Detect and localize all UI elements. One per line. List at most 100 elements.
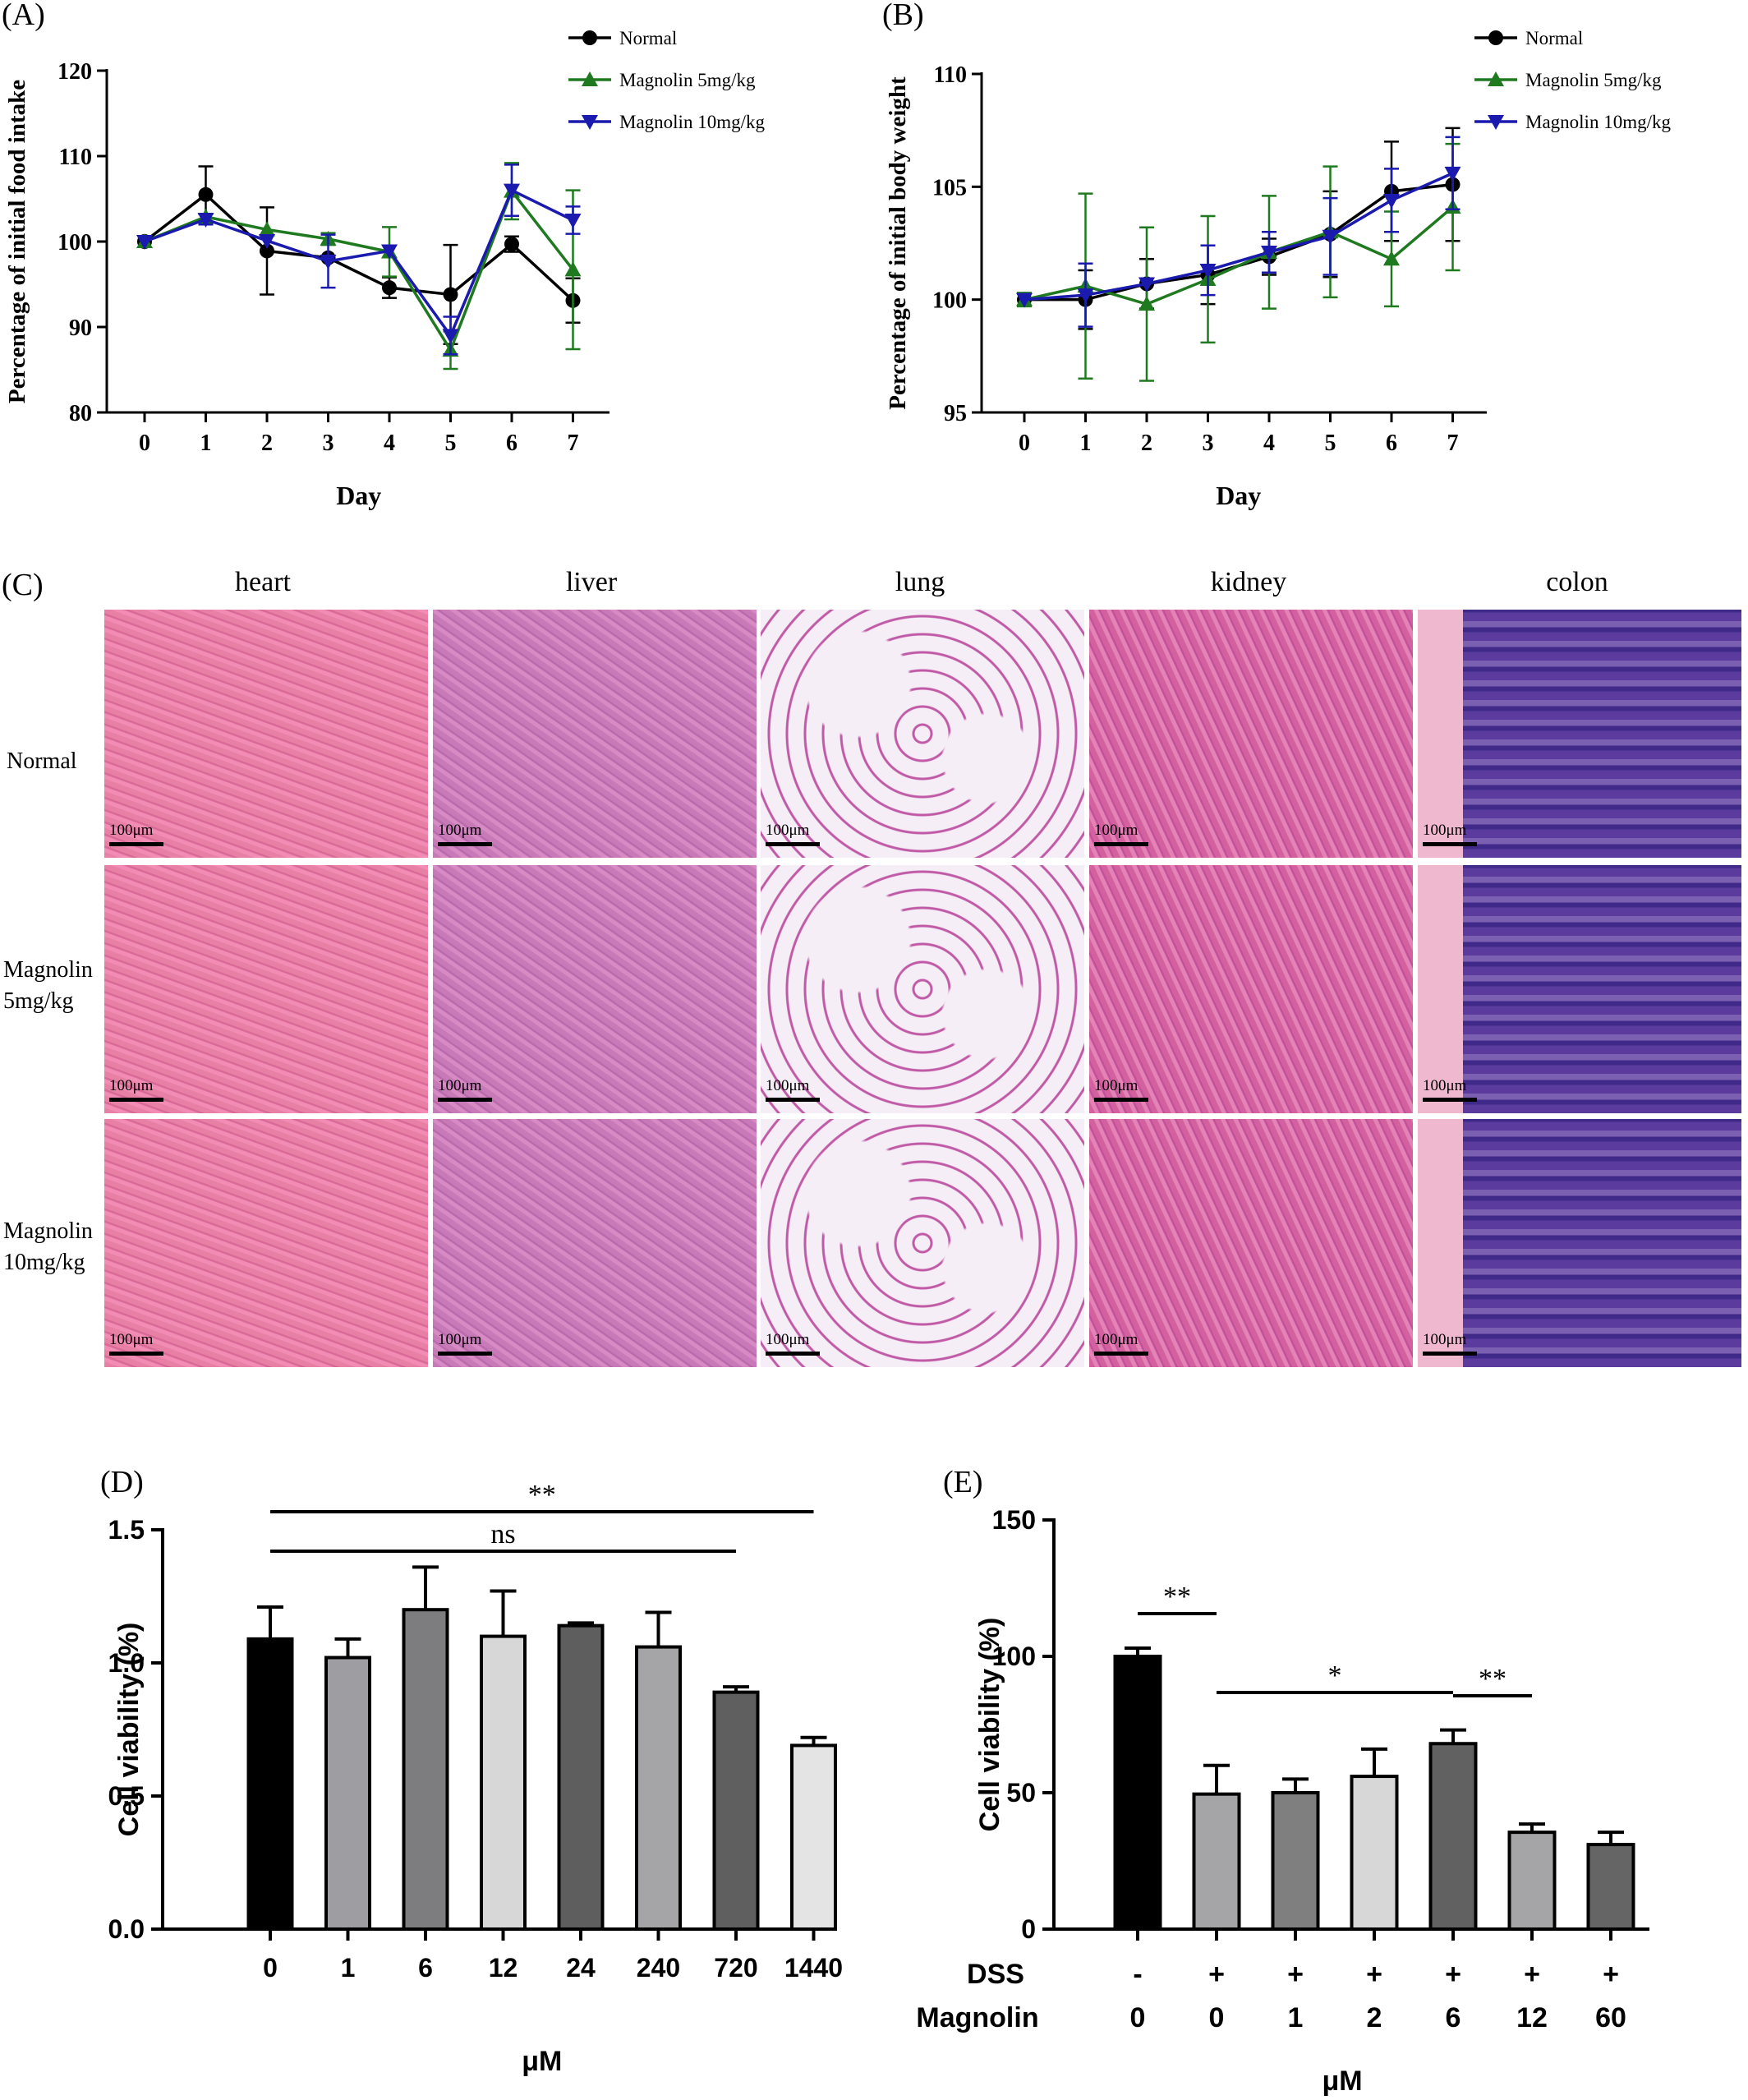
a-legend-label-1: Magnolin 5mg/kg <box>619 70 756 90</box>
scale-bar-label: 100μm <box>438 1077 482 1094</box>
b-x-tick-label: 6 <box>1386 431 1397 456</box>
scale-bar <box>766 1352 820 1356</box>
b-x-tick-label: 3 <box>1203 431 1214 456</box>
e-magnolin-value: 2 <box>1367 2002 1382 2033</box>
e-dss-value: + <box>1208 1959 1225 1990</box>
b-x-tick-label: 0 <box>1019 431 1030 456</box>
a-y-tick-label: 120 <box>58 59 92 85</box>
e-bar-1 <box>1192 1792 1241 1931</box>
tissue-image-heart-2: 100μm <box>104 865 428 1113</box>
tissue-image-kidney-1: 100μm <box>1089 610 1413 858</box>
tissue-image-lung-2: 100μm <box>761 865 1084 1113</box>
scale-bar-label: 100μm <box>1423 822 1467 839</box>
a-legend-marker-0 <box>582 30 597 45</box>
e-magnolin-value: 0 <box>1130 2002 1146 2033</box>
row-head-normal-line1: Normal <box>7 748 77 774</box>
d-x-tick-label: 24 <box>566 1953 596 1983</box>
scale-bar <box>1094 1352 1148 1356</box>
a-y-tick-label: 90 <box>69 315 92 341</box>
a-point <box>259 221 275 237</box>
b-point <box>1138 296 1155 311</box>
d-bar-2 <box>402 1608 449 1931</box>
e-bar-4 <box>1428 1742 1478 1931</box>
scale-bar <box>1094 842 1148 846</box>
tissue-image-lung-3: 100μm <box>761 1119 1084 1367</box>
a-point <box>381 244 398 260</box>
row-head-10mg-line2: 10mg/kg <box>3 1250 85 1275</box>
a-y-axis-label: Percentage of initial food intake <box>4 80 30 403</box>
b-series-line-2 <box>1024 172 1454 302</box>
scale-bar-label: 100μm <box>1094 822 1138 839</box>
row-head-5mg-line2: 5mg/kg <box>3 988 74 1014</box>
a-point <box>564 261 582 277</box>
scale-bar <box>766 842 820 846</box>
d-y-axis-label: Cell viability (%) <box>113 1623 145 1837</box>
scale-bar-label: 100μm <box>109 822 154 839</box>
scale-bar-label: 100μm <box>109 1077 154 1094</box>
e-y-tick-label: 150 <box>992 1505 1036 1535</box>
b-point <box>1261 245 1277 260</box>
e-sig-label-0: ** <box>1163 1582 1191 1612</box>
scale-bar <box>109 1352 163 1356</box>
b-y-tick-label: 105 <box>932 175 967 200</box>
scale-bar-label: 100μm <box>109 1331 154 1348</box>
d-y-tick-label: 1.5 <box>108 1515 145 1545</box>
scale-bar-label: 100μm <box>1094 1331 1138 1348</box>
a-x-tick-label: 1 <box>200 431 212 456</box>
body-weight-chart: 95 100 105 110 0 1 2 3 4 5 6 7 Day Percentage of init… <box>885 28 1671 510</box>
a-point <box>136 235 153 250</box>
a-y-tick-label: 80 <box>69 401 92 426</box>
scale-bar <box>438 1352 492 1356</box>
a-point <box>504 183 520 199</box>
e-row-label-dss: DSS <box>967 1959 1024 1990</box>
d-x-tick-label: 0 <box>263 1953 278 1983</box>
cell-viability-chart-e: 0 50 100 150 Cell viability (%) - 0 +0 +1 +2 +6 +12… <box>916 1505 1649 2097</box>
e-y-tick-label: 50 <box>1006 1778 1036 1808</box>
scale-bar <box>766 1098 820 1102</box>
b-y-tick-label: 110 <box>934 62 967 88</box>
a-series-line-0 <box>143 192 574 302</box>
a-point <box>442 329 459 344</box>
scale-bar <box>438 842 492 846</box>
scale-bar <box>109 842 163 846</box>
b-y-tick-label: 95 <box>944 401 967 426</box>
tissue-image-liver-2: 100μm <box>433 865 757 1113</box>
b-legend-label-2: Magnolin 10mg/kg <box>1525 112 1671 132</box>
b-series-line-1 <box>1024 205 1454 306</box>
scale-bar <box>438 1098 492 1102</box>
b-legend-label-1: Magnolin 5mg/kg <box>1525 70 1662 90</box>
b-y-tick-label: 100 <box>932 288 967 314</box>
d-x-tick-label: 6 <box>418 1953 433 1983</box>
tissue-image-heart-3: 100μm <box>104 1119 428 1367</box>
e-y-tick-label: 100 <box>992 1642 1036 1671</box>
row-head-5mg: Magnolin 5mg/kg <box>3 955 93 1017</box>
d-bar-5 <box>635 1645 682 1931</box>
d-y-tick-label: 1.0 <box>108 1648 145 1678</box>
b-x-tick-label: 1 <box>1080 431 1092 456</box>
a-series-line-2 <box>144 188 574 338</box>
d-y-tick-label: 0.5 <box>108 1781 145 1811</box>
scale-bar-label: 100μm <box>1423 1077 1467 1094</box>
a-point <box>198 187 214 202</box>
panel-label-e: (E) <box>943 1465 983 1499</box>
d-x-tick-label: 1 <box>341 1953 356 1983</box>
d-sig-label-0: ** <box>528 1480 556 1510</box>
tissue-image-lung-1: 100μm <box>761 610 1084 858</box>
e-magnolin-value: 12 <box>1516 2002 1548 2033</box>
e-bar-2 <box>1271 1791 1320 1931</box>
b-x-tick-label: 7 <box>1447 431 1459 456</box>
a-legend-marker-1 <box>582 71 598 86</box>
e-magnolin-value: 6 <box>1446 2002 1461 2033</box>
scale-bar <box>1423 1098 1477 1102</box>
b-point <box>1077 288 1094 304</box>
panel-label-b: (B) <box>882 0 924 32</box>
food-intake-chart: 80 90 100 110 120 0 1 2 3 4 5 6 7 Day Percentage of in… <box>4 28 765 510</box>
d-bar-6 <box>712 1690 760 1931</box>
d-x-tick-label: 12 <box>489 1953 518 1983</box>
col-head-kidney: kidney <box>1210 567 1287 597</box>
scale-bar-label: 100μm <box>766 1331 810 1348</box>
tissue-image-kidney-3: 100μm <box>1089 1119 1413 1367</box>
b-point <box>1322 229 1339 245</box>
a-point <box>260 243 274 259</box>
b-point <box>1444 166 1461 182</box>
